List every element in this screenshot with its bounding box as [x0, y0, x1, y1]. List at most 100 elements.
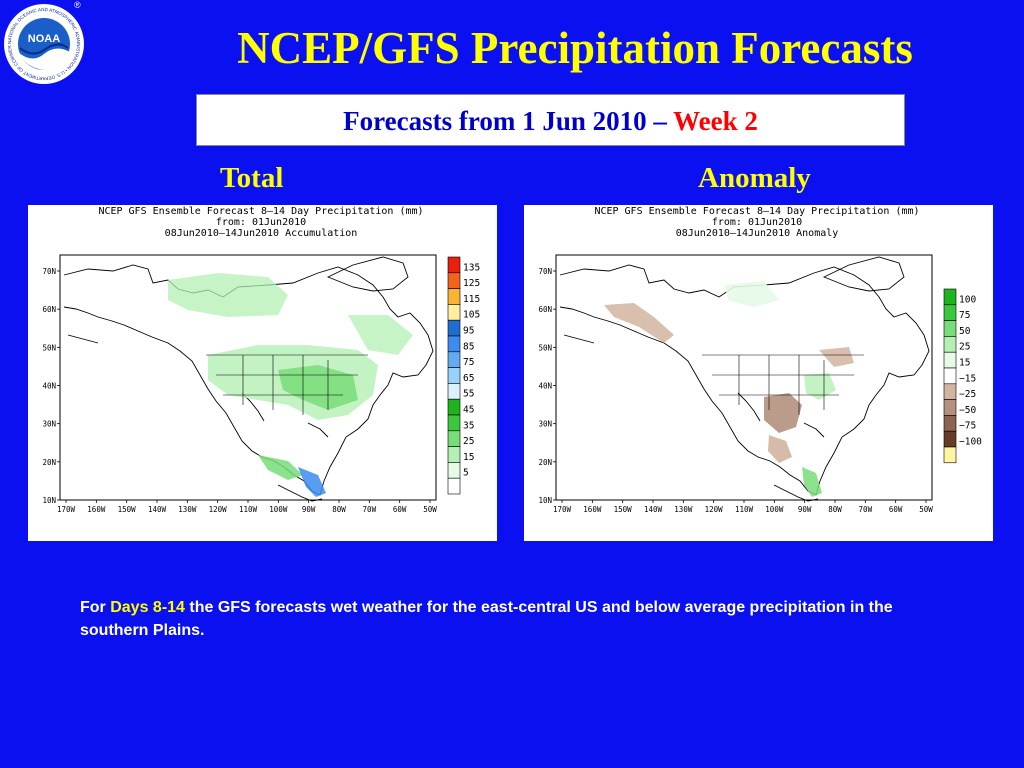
- lon-tick-label: 140W: [644, 505, 663, 514]
- page-title: NCEP/GFS Precipitation Forecasts: [237, 23, 913, 73]
- legend-label: 85: [463, 341, 474, 352]
- coastline: [559, 256, 930, 502]
- legend-swatch: [943, 320, 957, 337]
- legend-swatch: [943, 399, 957, 416]
- state-borders: [702, 354, 864, 415]
- total-map-svg: NCEP GFS Ensemble Forecast 8–14 Day Prec…: [42, 206, 480, 514]
- lat-tick-label: 50N: [42, 343, 56, 352]
- legend-label: −25: [959, 389, 976, 400]
- legend-label: 55: [463, 389, 474, 400]
- registered-mark: ®: [74, 0, 81, 10]
- lon-tick-label: 150W: [118, 505, 137, 514]
- legend-label: −15: [959, 373, 976, 384]
- state-borders: [206, 354, 368, 415]
- legend-swatch: [943, 336, 957, 353]
- lon-tick-label: 120W: [209, 505, 228, 514]
- legend-label: 125: [463, 278, 480, 289]
- lon-tick-label: 80W: [332, 505, 346, 514]
- lat-tick-label: 70N: [42, 267, 56, 276]
- caption-pre: For: [80, 599, 111, 616]
- legend-label: 135: [463, 262, 480, 273]
- lon-tick-label: 60W: [889, 505, 903, 514]
- lon-tick-label: 70W: [859, 505, 873, 514]
- noaa-logo-text: NOAA: [28, 33, 60, 45]
- lon-tick-label: 110W: [239, 505, 258, 514]
- legend-swatch: [447, 272, 461, 289]
- lon-tick-label: 60W: [393, 505, 407, 514]
- legend-label: 115: [463, 294, 480, 305]
- anomaly-legend: 100 75 50 25 15 −15 −25 −50 −75 −100: [943, 288, 982, 464]
- total-panel-label: Total: [220, 162, 284, 194]
- noaa-seal-icon: NOAA NATIONAL OCEANIC AND ATMOSPHERIC AD…: [0, 0, 84, 84]
- legend-label: −100: [959, 437, 982, 448]
- legend-swatch: [943, 367, 957, 385]
- legend-label: 45: [463, 405, 474, 416]
- subtitle-main: Forecasts from 1 Jun 2010 –: [343, 106, 674, 136]
- lon-tick-label: 160W: [87, 505, 106, 514]
- map-title-line: NCEP GFS Ensemble Forecast 8–14 Day Prec…: [594, 206, 919, 217]
- lat-tick-label: 30N: [42, 420, 56, 429]
- lon-tick-label: 170W: [57, 505, 76, 514]
- lon-tick-label: 100W: [269, 505, 288, 514]
- lat-tick-label: 40N: [538, 382, 552, 391]
- caption-post: the GFS forecasts wet weather for the ea…: [80, 599, 893, 639]
- lon-tick-label: 80W: [828, 505, 842, 514]
- legend-swatch: [943, 430, 957, 448]
- legend-swatch: [943, 383, 957, 400]
- lon-tick-label: 150W: [614, 505, 633, 514]
- map-title-line: 08Jun2010–14Jun2010 Anomaly: [676, 228, 839, 239]
- legend-label: 100: [959, 294, 976, 305]
- lat-tick-label: 70N: [538, 267, 552, 276]
- legend-label: 15: [463, 452, 474, 463]
- lon-tick-label: 90W: [798, 505, 812, 514]
- lat-tick-label: 30N: [538, 420, 552, 429]
- legend-swatch: [447, 319, 461, 337]
- legend-swatch: [447, 446, 461, 463]
- legend-swatch: [943, 415, 957, 432]
- lon-tick-label: 110W: [735, 505, 754, 514]
- lon-tick-label: 100W: [765, 505, 784, 514]
- lon-tick-label: 50W: [423, 505, 437, 514]
- legend-swatch: [447, 462, 461, 479]
- map-title-line: NCEP GFS Ensemble Forecast 8–14 Day Prec…: [98, 206, 423, 217]
- lon-tick-label: 70W: [363, 505, 377, 514]
- legend-label: 95: [463, 326, 474, 337]
- lat-tick-label: 10N: [538, 496, 552, 505]
- legend-swatch: [447, 351, 461, 368]
- legend-label: 25: [959, 342, 970, 353]
- total-precip-map: NCEP GFS Ensemble Forecast 8–14 Day Prec…: [28, 205, 497, 541]
- legend-swatch: [447, 256, 461, 274]
- map-title-line: from: 01Jun2010: [712, 217, 802, 228]
- lat-tick-label: 20N: [538, 458, 552, 467]
- legend-swatch: [447, 477, 461, 495]
- lat-tick-label: 10N: [42, 496, 56, 505]
- lon-tick-label: 120W: [705, 505, 724, 514]
- lon-tick-label: 140W: [148, 505, 167, 514]
- precip-shading: [168, 273, 413, 497]
- lon-tick-label: 50W: [919, 505, 933, 514]
- anomaly-map-svg: NCEP GFS Ensemble Forecast 8–14 Day Prec…: [538, 206, 982, 514]
- subtitle-week: Week 2: [673, 106, 758, 136]
- legend-swatch: [447, 398, 461, 416]
- noaa-logo: NOAA NATIONAL OCEANIC AND ATMOSPHERIC AD…: [0, 0, 86, 86]
- anomaly-shading: [604, 281, 854, 497]
- forecast-caption: For Days 8-14 the GFS forecasts wet weat…: [80, 596, 940, 642]
- lat-tick-label: 40N: [42, 382, 56, 391]
- caption-days: Days 8-14: [110, 599, 185, 616]
- lon-tick-label: 90W: [302, 505, 316, 514]
- legend-label: 15: [959, 358, 970, 369]
- map-title-line: from: 01Jun2010: [216, 217, 306, 228]
- legend-label: 75: [959, 310, 970, 321]
- total-legend: 135 125 115 105 95 85 75 65 55 45 35 25 15 5: [447, 256, 480, 495]
- legend-label: 105: [463, 310, 480, 321]
- lat-tick-label: 60N: [538, 305, 552, 314]
- lon-tick-label: 170W: [553, 505, 572, 514]
- lat-tick-label: 20N: [42, 458, 56, 467]
- anomaly-panel-label: Anomaly: [698, 162, 811, 194]
- lon-tick-label: 130W: [178, 505, 197, 514]
- legend-swatch: [447, 367, 461, 384]
- anomaly-precip-map: NCEP GFS Ensemble Forecast 8–14 Day Prec…: [524, 205, 993, 541]
- legend-label: −75: [959, 421, 976, 432]
